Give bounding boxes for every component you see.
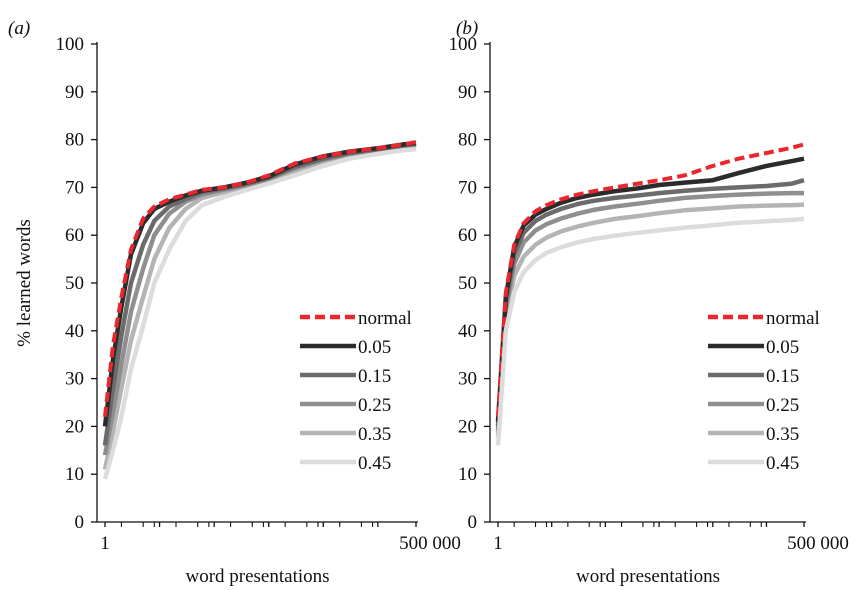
y-tick-label: 20: [65, 416, 84, 437]
series-line-normal: [496, 142, 805, 417]
series-line-0-25: [495, 190, 804, 432]
series-line-normal: [103, 140, 417, 418]
x-tick-label: 500 000: [787, 533, 849, 554]
legend-label: 0.15: [358, 366, 391, 387]
legend-label: 0.25: [766, 395, 799, 416]
series-line-0-05: [495, 156, 805, 422]
y-tick-label: 70: [458, 177, 477, 198]
y-tick-label: 50: [458, 273, 477, 294]
y-tick-label: 100: [449, 34, 478, 55]
y-tick-label: 10: [458, 464, 477, 485]
y-tick-label: 10: [65, 464, 84, 485]
y-axis-label: % learned words: [14, 219, 35, 347]
legend-label: 0.35: [358, 424, 391, 445]
legend-label: normal: [358, 308, 412, 329]
legend-label: 0.15: [766, 366, 799, 387]
series-line-0-15: [495, 178, 805, 427]
y-tick-label: 50: [65, 273, 84, 294]
x-tick-label: 500 000: [399, 533, 461, 554]
y-tick-label: 80: [458, 130, 477, 151]
y-tick-label: 30: [65, 369, 84, 390]
y-tick-label: 40: [458, 321, 477, 342]
y-tick-label: 0: [468, 512, 478, 533]
y-tick-label: 80: [65, 130, 84, 151]
x-axis-label: word presentations: [185, 566, 329, 587]
legend-label: 0.25: [358, 395, 391, 416]
y-tick-label: 30: [458, 369, 477, 390]
y-tick-label: 40: [65, 321, 84, 342]
legend-label: 0.05: [358, 337, 391, 358]
panel-label: (a): [8, 18, 30, 39]
legend-label: 0.45: [358, 453, 391, 474]
y-tick-label: 0: [75, 512, 85, 533]
y-tick-label: 90: [65, 82, 84, 103]
y-tick-label: 100: [56, 34, 85, 55]
y-tick-label: 20: [458, 416, 477, 437]
legend-label: 0.05: [766, 337, 799, 358]
panel-label: (b): [456, 18, 478, 39]
legend-label: normal: [766, 308, 820, 329]
series-line-0-45: [102, 146, 417, 480]
x-tick-label: 1: [100, 533, 110, 554]
legend-label: 0.35: [766, 424, 799, 445]
y-tick-label: 60: [65, 225, 84, 246]
y-tick-label: 70: [65, 177, 84, 198]
series-line-0-35: [495, 202, 805, 437]
legend-label: 0.45: [766, 453, 799, 474]
x-axis-label: word presentations: [576, 566, 720, 587]
series-line-0-45: [495, 216, 805, 446]
y-tick-label: 90: [458, 82, 477, 103]
x-tick-label: 1: [493, 533, 503, 554]
y-tick-label: 60: [458, 225, 477, 246]
